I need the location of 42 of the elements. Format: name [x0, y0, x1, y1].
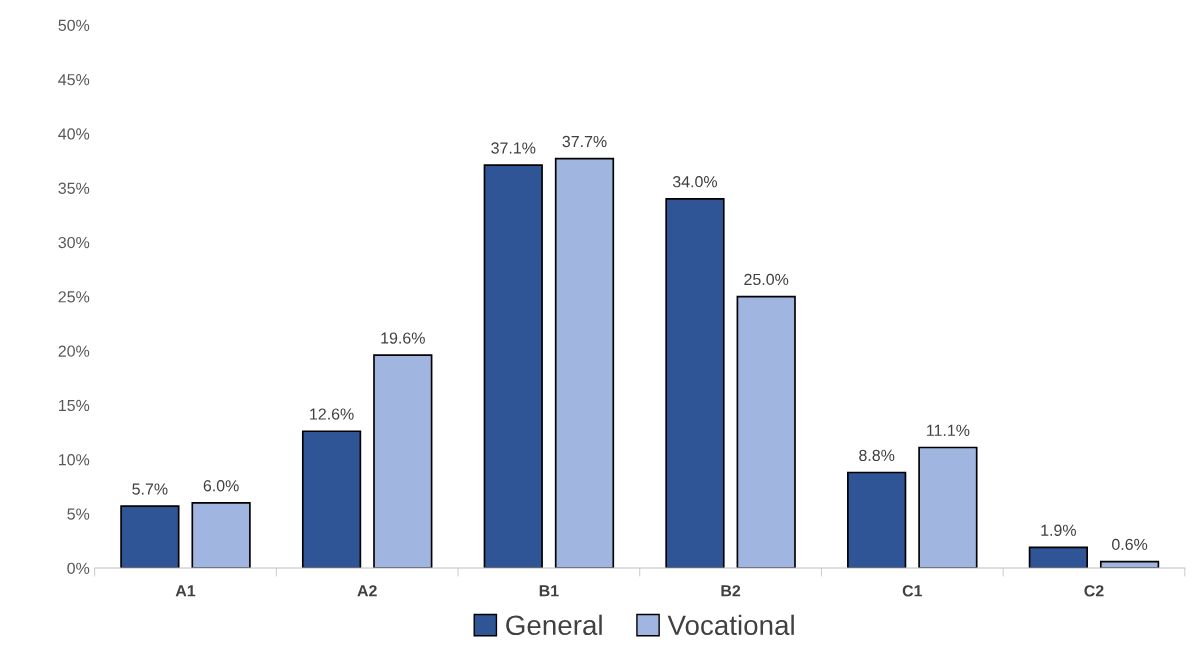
data-label: 8.8% [859, 449, 895, 461]
y-tick-label: 10% [59, 454, 90, 466]
bar [736, 295, 796, 569]
y-tick-label: 25% [58, 291, 90, 303]
y-tick-label: 50% [58, 19, 90, 31]
data-label: 37.1% [491, 142, 536, 154]
y-tick-label: 40% [58, 128, 90, 140]
bar [554, 157, 615, 569]
bar [373, 354, 433, 569]
y-tick-label: 45% [58, 74, 90, 86]
data-label: 12.6% [310, 408, 354, 420]
bar [120, 505, 180, 569]
x-tick-label: B2 [721, 585, 741, 597]
bar [301, 430, 362, 569]
data-label: 5.7% [132, 483, 168, 495]
bar [191, 502, 251, 569]
y-tick-label: 0% [67, 562, 90, 574]
legend-label: General [506, 614, 602, 636]
data-label: 6.0% [203, 480, 239, 492]
x-tick-label: C2 [1084, 585, 1104, 597]
y-tick-label: 30% [58, 236, 90, 249]
bar [847, 471, 907, 569]
data-label: 34.0% [672, 176, 718, 188]
x-tick-label: B1 [539, 585, 559, 597]
data-label: 25.0% [744, 273, 789, 286]
x-tick-label: A2 [357, 585, 377, 597]
data-label: 37.7% [562, 135, 607, 148]
data-label: 19.6% [381, 332, 425, 344]
legend-label: Vocational [667, 614, 794, 636]
bar [1028, 546, 1088, 569]
y-tick-label: 20% [58, 345, 90, 357]
data-label: 0.6% [1112, 538, 1148, 551]
x-tick-label: C1 [902, 585, 923, 597]
y-tick-label: 5% [67, 508, 90, 520]
data-label: 1.9% [1041, 524, 1076, 536]
bar [918, 446, 978, 569]
y-tick-label: 35% [58, 182, 90, 194]
bar [665, 197, 725, 569]
data-label: 11.1% [927, 424, 970, 436]
y-tick-label: 15% [59, 399, 90, 412]
bar [483, 164, 543, 569]
x-tick-label: A1 [175, 585, 196, 597]
